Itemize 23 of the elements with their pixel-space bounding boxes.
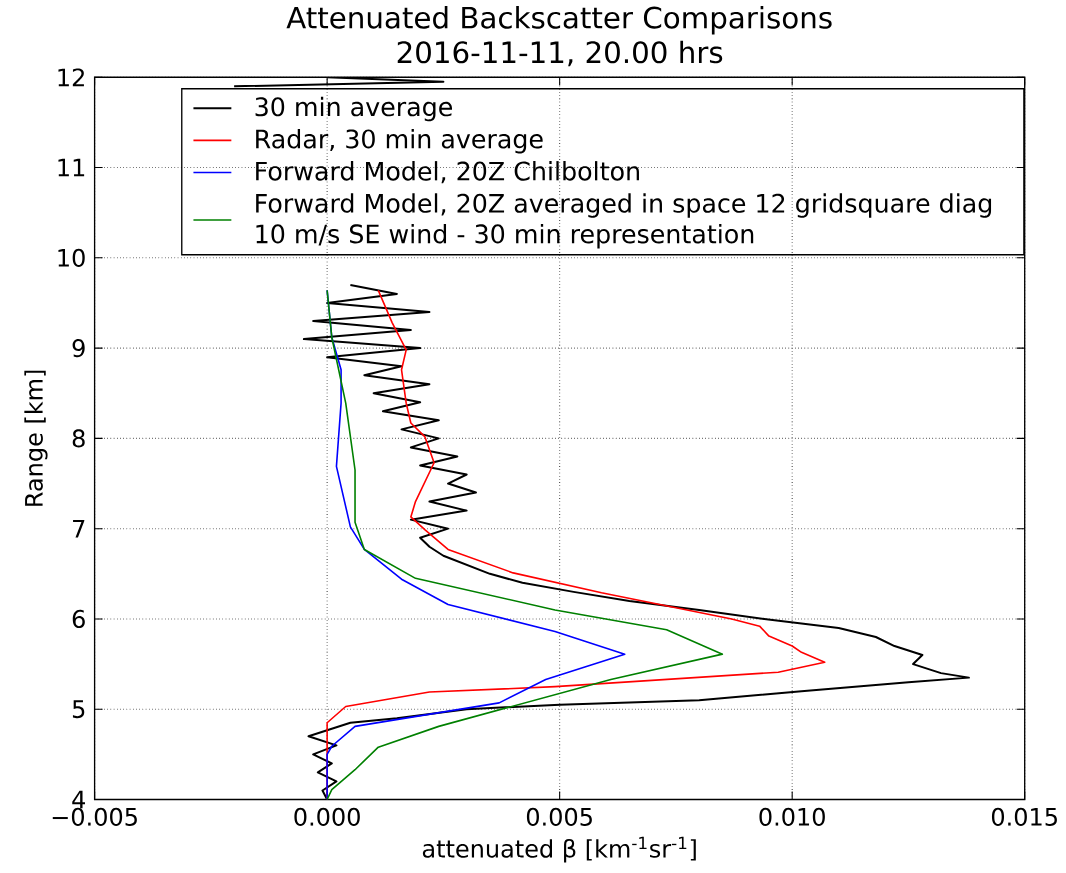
legend-label: Forward Model, 20Z Chilbolton [256,160,639,184]
y-tick-label: 5 [72,700,85,718]
legend-label: Forward Model, 20Z averaged in space 12 gridsquare diag 10 m/s SE wind - 30 min representation [256,193,992,249]
y-tick-label: 10 [58,248,85,267]
x-tick-label: 0.015 [991,807,1057,826]
x-tick-label: 0.010 [759,807,825,826]
y-tick-label: 8 [72,429,85,448]
chart-subtitle: 2016-11-11, 20.00 hrs [397,40,723,67]
y-tick-label: 7 [73,519,85,538]
x-tick-label: 0.000 [294,807,360,826]
y-tick-label: 12 [58,68,84,86]
chart-title: Attenuated Backscatter Comparisons [286,5,832,35]
y-tick-label: 4 [72,790,86,809]
y-axis-title: Range [km] [24,370,48,506]
x-tick-label: −0.005 [52,807,137,826]
x-axis-title: attenuated β [km$^{-1}$sr$^{-1}$] [422,836,696,863]
legend-label: Radar, 30 min average [256,128,543,154]
legend-label: 30 min average [255,96,453,122]
y-tick-label: 9 [72,338,85,357]
line-series [326,289,724,800]
y-tick-label: 11 [58,158,85,177]
x-tick-label: 0.005 [526,807,592,826]
y-tick-label: 6 [72,609,85,628]
